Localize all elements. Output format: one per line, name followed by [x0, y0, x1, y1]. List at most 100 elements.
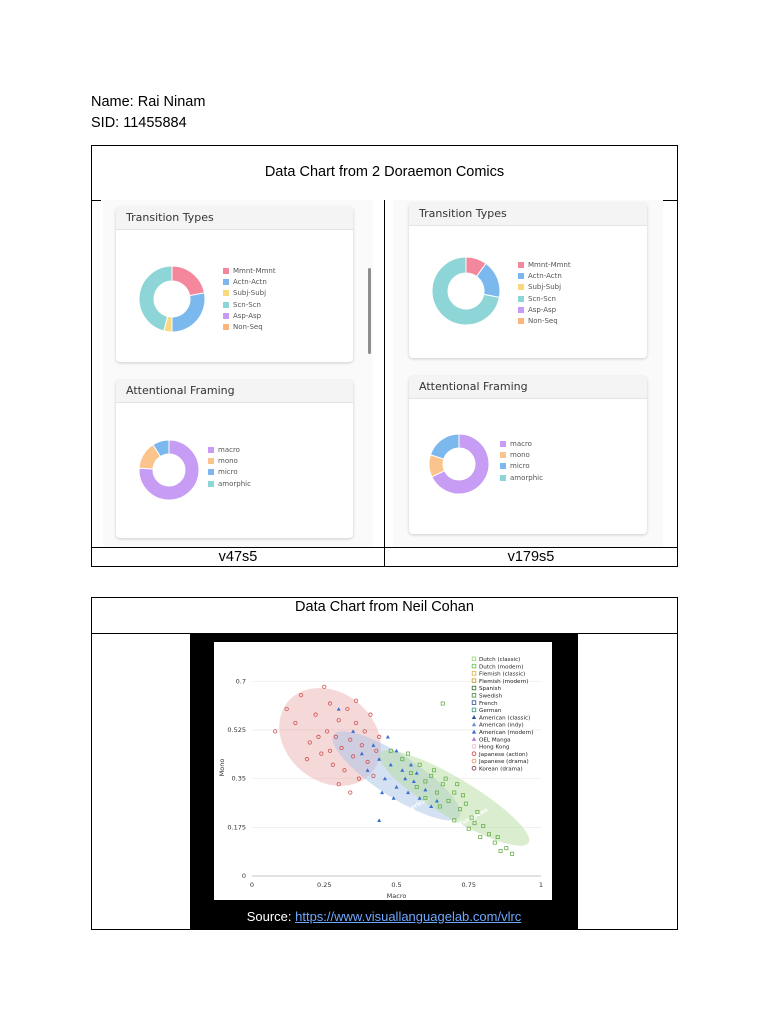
data-point	[345, 706, 350, 712]
donut-slices	[428, 433, 490, 495]
data-point	[417, 796, 422, 800]
data-point	[353, 698, 359, 703]
legend-label: Actn-Actn	[528, 271, 562, 280]
student-id: SID: 11455884	[91, 115, 187, 131]
transition-types-card: Transition Types Mmnt-Mmnt Actn-Actn Subj-…	[116, 207, 353, 362]
card-title: Attentional Framing	[409, 376, 647, 399]
data-point	[452, 818, 457, 823]
data-point	[351, 729, 356, 733]
data-point	[463, 801, 468, 806]
donut-slice-mmnt-mmnt	[171, 265, 206, 297]
data-point	[336, 707, 341, 711]
data-point	[408, 762, 413, 767]
data-point	[487, 832, 491, 837]
legend-label: amorphic	[218, 479, 251, 488]
legend-marker	[471, 656, 477, 661]
legend-label: Japanese (drama)	[478, 759, 529, 765]
data-point	[391, 796, 396, 800]
scatter-plot: 0 0.175 0.35 0.525 0.7 0 0.25 0.5 0.75 1 Macro Mono…	[214, 642, 552, 900]
data-point	[432, 768, 437, 773]
legend-label: Mmnt-Mmnt	[233, 266, 276, 275]
legend-label: micro	[218, 468, 238, 477]
legend-label: American (modern)	[479, 730, 533, 736]
data-point	[348, 790, 353, 795]
doraemon-table: Data Chart from 2 Doraemon Comics Transi…	[91, 145, 678, 567]
framing-legend: macro mono micro amorphic	[500, 438, 543, 483]
legend-label: Dutch (modern)	[479, 664, 523, 670]
legend-label: mono	[510, 450, 530, 459]
data-point	[475, 810, 480, 814]
data-point	[423, 787, 428, 792]
legend-swatch	[223, 312, 229, 319]
donut-slices	[138, 439, 200, 501]
cohn-table-title: Data Chart from Neil Cohan	[295, 599, 474, 615]
x-tick-label: 1	[539, 881, 543, 889]
legend-label: Subj-Subj	[528, 283, 562, 292]
y-axis-label: Mono	[218, 759, 226, 777]
donut-slice-actn-actn	[171, 292, 206, 333]
donut-slice-micro	[152, 439, 170, 458]
framing-donut	[428, 433, 490, 495]
legend-label: Flemish (modern)	[479, 679, 528, 685]
legend-item: micro	[208, 467, 251, 478]
legend-label: amorphic	[510, 473, 543, 482]
data-point	[273, 729, 278, 734]
data-point	[429, 773, 434, 778]
data-point	[385, 734, 390, 739]
framing-donut	[138, 439, 200, 501]
data-point	[365, 768, 370, 772]
data-point	[356, 776, 362, 781]
legend-item: Actn-Actn	[518, 270, 571, 281]
data-point	[336, 718, 341, 723]
card-title: Transition Types	[409, 203, 647, 226]
legend-item: micro	[500, 461, 543, 472]
data-point	[455, 782, 460, 787]
data-point	[423, 796, 428, 801]
donut-slices	[138, 265, 206, 333]
y-tick-label: 0.175	[227, 823, 246, 831]
data-point	[333, 734, 338, 739]
source-link[interactable]: https://www.visuallanguagelab.com/vlrc	[295, 909, 522, 924]
legend-label: mono	[218, 456, 238, 465]
legend-item: amorphic	[500, 472, 543, 483]
legend-item: mono	[208, 455, 251, 466]
legend-marker	[471, 707, 477, 713]
data-point	[362, 729, 367, 734]
framing-legend: macro mono micro amorphic	[208, 444, 251, 489]
data-point	[336, 782, 341, 787]
data-point	[443, 776, 448, 781]
data-point	[353, 720, 359, 726]
legend-item: Non-Seq	[518, 315, 571, 326]
data-point	[316, 734, 321, 739]
caption-v179s5: v179s5	[507, 549, 555, 565]
legend-swatch	[500, 440, 506, 447]
legend-item: Scn-Scn	[518, 293, 571, 304]
legend-swatch	[223, 301, 229, 308]
legend-label: micro	[510, 462, 530, 471]
data-point	[388, 748, 393, 753]
legend-swatch	[500, 463, 506, 470]
legend-item: Mmnt-Mmnt	[223, 265, 276, 276]
legend-marker	[471, 700, 477, 705]
caption-v47s5: v47s5	[218, 549, 258, 565]
legend-swatch	[518, 284, 524, 291]
data-point	[368, 712, 373, 717]
data-point	[325, 729, 330, 734]
legend-label: Asp-Asp	[233, 311, 262, 320]
data-point	[446, 798, 451, 803]
legend-item: Non-Seq	[223, 321, 276, 332]
legend-swatch	[518, 295, 524, 302]
legend-label: American (indy)	[479, 723, 524, 729]
y-tick-label: 0.7	[236, 677, 246, 685]
transition-legend: Mmnt-Mmnt Actn-Actn Subj-Subj Scn-Scn Asp-As…	[518, 259, 571, 327]
data-point	[377, 818, 382, 822]
card-title: Attentional Framing	[116, 380, 353, 403]
data-point	[377, 757, 382, 761]
data-point	[469, 815, 474, 820]
data-point	[348, 737, 353, 742]
scrollbar[interactable]	[368, 268, 371, 354]
data-point	[481, 823, 486, 828]
legend-swatch	[208, 480, 214, 487]
legend-label: Hong Kong	[479, 745, 510, 751]
legend-label: Mmnt-Mmnt	[528, 260, 571, 269]
